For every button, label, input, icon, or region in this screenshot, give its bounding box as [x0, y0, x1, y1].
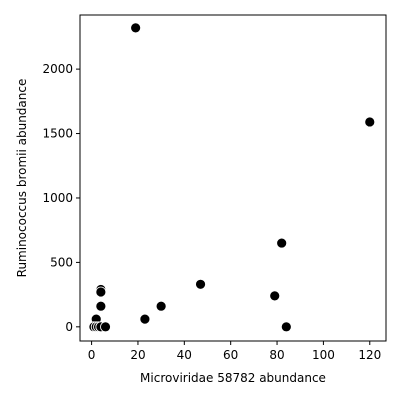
- plot-background: [80, 15, 386, 341]
- scatter-point: [195, 278, 206, 290]
- x-tick-label: 0: [88, 348, 96, 362]
- scatter-point: [155, 300, 167, 312]
- points-layer: [88, 22, 376, 333]
- x-tick-label: 20: [130, 348, 145, 362]
- scatter-point: [139, 313, 151, 325]
- y-tick-label: 1000: [42, 191, 73, 205]
- x-axis-label: Microviridae 58782 abundance: [140, 371, 326, 385]
- plot-frame: [79, 14, 387, 342]
- y-tick-label: 500: [50, 255, 73, 269]
- y-axis: 0 500 1000 1500 2000: [42, 62, 80, 334]
- x-tick-label: 120: [358, 348, 381, 362]
- scatter-point: [95, 300, 107, 312]
- y-axis-label: Ruminococcus bromii abundance: [15, 79, 29, 278]
- scatter-point: [269, 290, 281, 302]
- x-tick-label: 60: [223, 348, 238, 362]
- scatter-point: [364, 116, 376, 128]
- x-tick-label: 80: [269, 348, 284, 362]
- x-tick-label: 100: [312, 348, 335, 362]
- scatter-point: [276, 237, 288, 249]
- y-tick-label: 2000: [42, 62, 73, 76]
- scatter-point: [130, 22, 142, 34]
- scatter-point: [280, 321, 292, 333]
- y-tick-label: 1500: [42, 127, 73, 141]
- scatter-point: [95, 286, 107, 298]
- scatter-point: [100, 321, 111, 333]
- x-axis: 0 20 40 60 80 100 120: [88, 341, 381, 362]
- x-tick-label: 40: [177, 348, 192, 362]
- y-tick-label: 0: [65, 320, 73, 334]
